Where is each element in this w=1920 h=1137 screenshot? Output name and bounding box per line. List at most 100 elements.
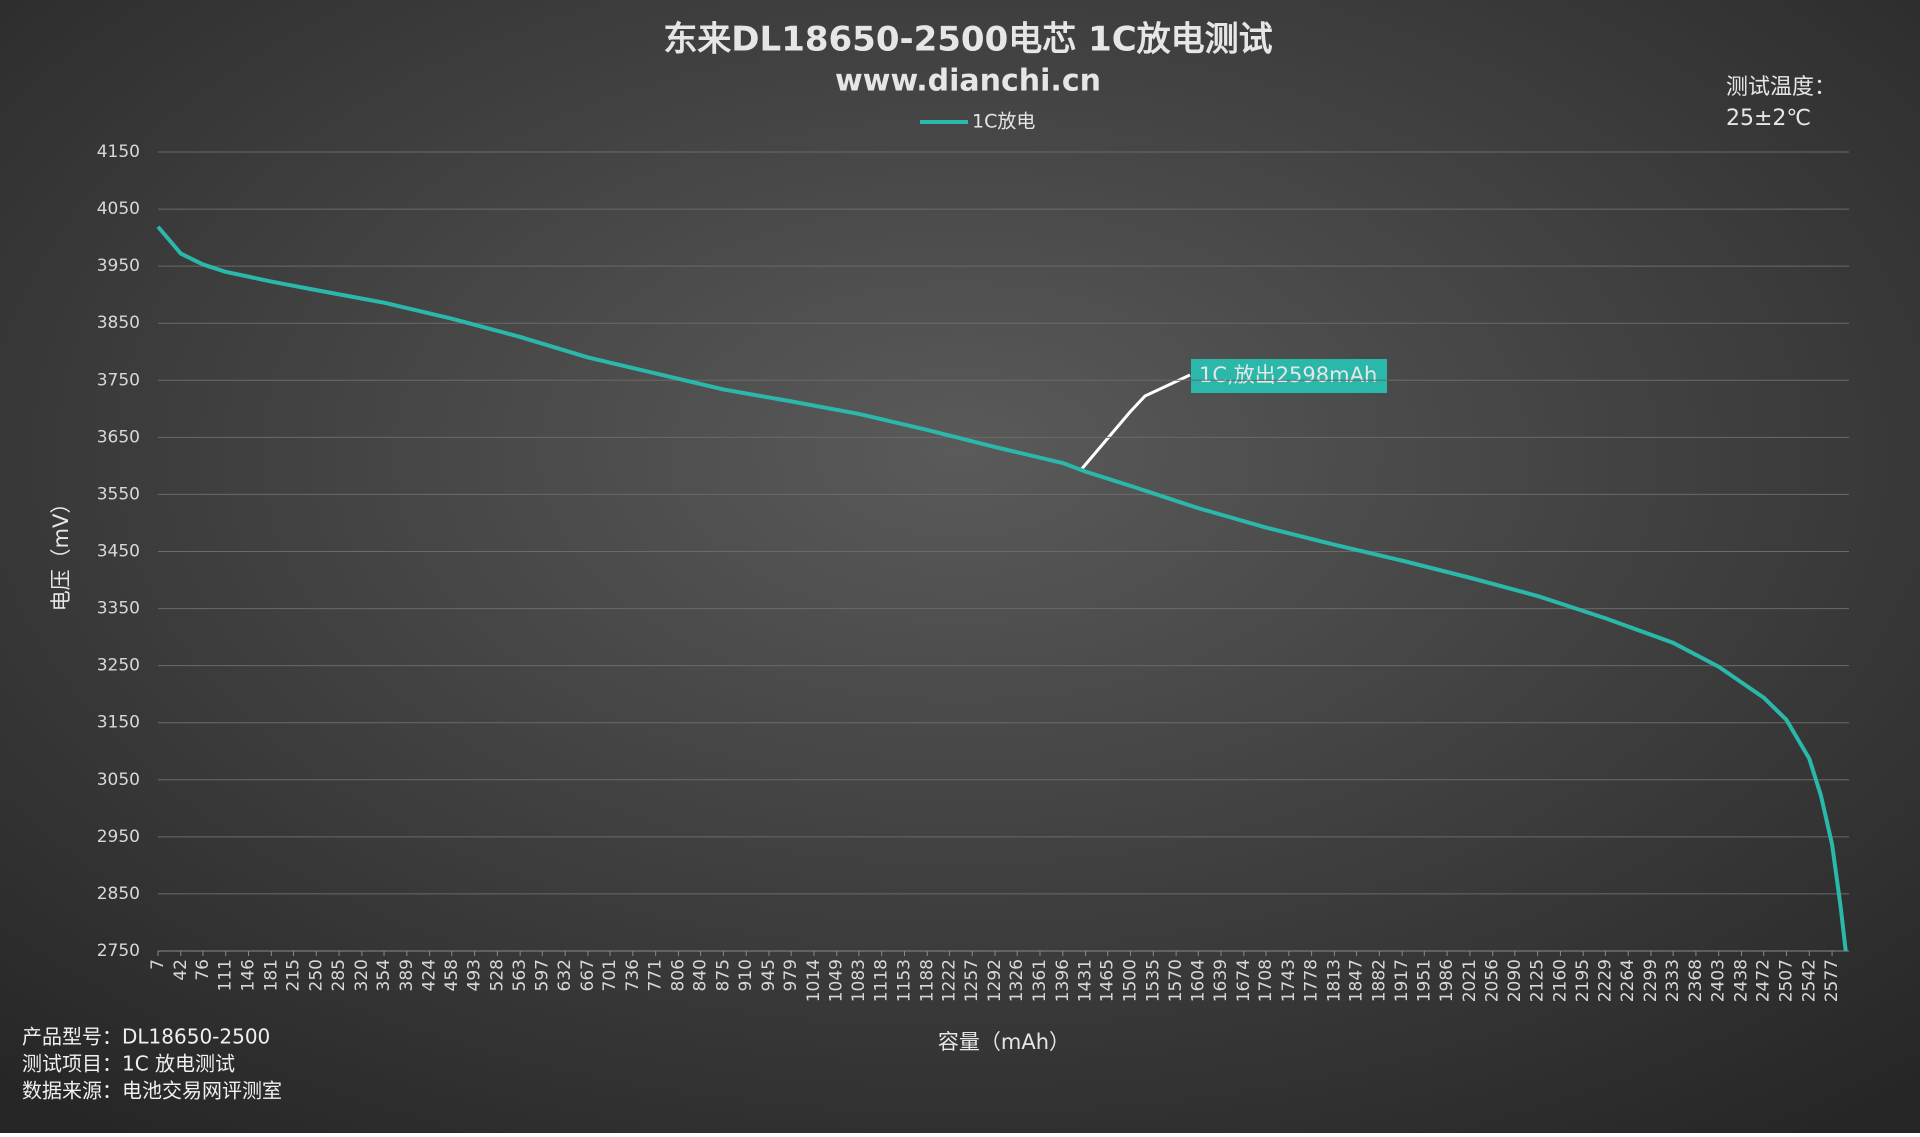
x-tick-label: 1882	[1369, 959, 1389, 1002]
y-tick-label: 2750	[97, 941, 140, 961]
x-tick-label: 1708	[1256, 959, 1276, 1002]
chart-title: 东来DL18650-2500电芯 1C放电测试	[663, 20, 1272, 60]
y-tick-label: 3650	[97, 427, 140, 447]
x-tick-label: 1570	[1166, 959, 1186, 1002]
x-tick-label: 285	[329, 959, 349, 991]
x-tick-label: 2056	[1483, 959, 1503, 1002]
x-tick-label: 424	[420, 959, 440, 991]
x-tick-label: 1049	[827, 959, 847, 1002]
x-tick-label: 1604	[1188, 959, 1208, 1002]
x-tick-label: 2160	[1550, 959, 1570, 1002]
x-tick-label: 2403	[1709, 959, 1729, 1002]
x-tick-label: 2299	[1641, 959, 1661, 1002]
x-tick-label: 111	[216, 959, 236, 991]
y-tick-label: 2850	[97, 884, 140, 904]
x-tick-label: 2090	[1505, 959, 1525, 1002]
x-tick-label: 458	[442, 959, 462, 991]
x-tick-label: 2195	[1573, 959, 1593, 1002]
x-tick-label: 1118	[872, 959, 892, 1002]
y-tick-label: 3150	[97, 713, 140, 733]
x-tick-label: 1257	[962, 959, 982, 1002]
x-tick-label: 1743	[1279, 959, 1299, 1002]
x-tick-label: 146	[239, 959, 259, 991]
x-tick-label: 1500	[1121, 959, 1141, 1002]
x-tick-label: 2438	[1732, 959, 1752, 1002]
x-tick-label: 1396	[1053, 959, 1073, 1002]
x-tick-label: 1083	[849, 959, 869, 1002]
x-tick-label: 1917	[1392, 959, 1412, 1002]
x-tick-label: 2229	[1595, 959, 1615, 1002]
x-tick-label: 1153	[894, 959, 914, 1002]
x-tick-label: 1188	[917, 959, 937, 1002]
x-tick-label: 528	[487, 959, 507, 991]
x-tick-label: 250	[306, 959, 326, 991]
x-tick-label: 2577	[1822, 959, 1842, 1002]
y-tick-label: 3450	[97, 542, 140, 562]
y-tick-label: 3950	[97, 256, 140, 276]
annotation-box	[1191, 359, 1387, 393]
footer-line: 数据来源：电池交易网评测室	[22, 1079, 282, 1103]
x-tick-label: 667	[578, 959, 598, 991]
annotation-leader	[1078, 373, 1191, 472]
x-tick-label: 2472	[1754, 959, 1774, 1002]
x-tick-label: 2264	[1618, 959, 1638, 1002]
x-tick-label: 806	[668, 959, 688, 991]
x-tick-label: 181	[261, 959, 281, 991]
footer-line: 测试项目：1C 放电测试	[22, 1052, 235, 1076]
x-tick-label: 1778	[1302, 959, 1322, 1002]
y-tick-label: 3550	[97, 484, 140, 504]
temperature-value: 25±2℃	[1726, 106, 1811, 131]
plot-area: 2750 2850 2950 3050 3150 3250 3350 3450 3550 3650…	[97, 111, 1849, 1002]
x-tick-label: 1014	[804, 959, 824, 1002]
y-tick-label: 4150	[97, 142, 140, 162]
x-tick-label: 1951	[1414, 959, 1434, 1002]
x-tick-label: 1222	[939, 959, 959, 1002]
x-tick-label: 2507	[1776, 959, 1796, 1002]
x-tick-label: 1431	[1076, 959, 1096, 1002]
x-tick-label: 1813	[1324, 959, 1344, 1002]
x-tick-label: 910	[736, 959, 756, 991]
x-tick-label: 389	[397, 959, 417, 991]
x-tick-label: 736	[623, 959, 643, 991]
x-tick-label: 1292	[985, 959, 1005, 1002]
x-tick-label: 771	[646, 959, 666, 991]
y-tick-label: 4050	[97, 199, 140, 219]
x-tick-label: 1535	[1143, 959, 1163, 1002]
x-tick-label: 354	[374, 959, 394, 991]
y-tick-label: 3850	[97, 313, 140, 333]
x-tick-label: 2542	[1799, 959, 1819, 1002]
x-tick-label: 945	[759, 959, 779, 991]
y-tick-label: 3350	[97, 599, 140, 619]
x-tick-label: 840	[691, 959, 711, 991]
x-tick-label: 1639	[1211, 959, 1231, 1002]
x-tick-label: 215	[283, 959, 303, 991]
x-tick-label: 2021	[1460, 959, 1480, 1002]
x-tick-label: 701	[600, 959, 620, 991]
y-tick-label: 3750	[97, 370, 140, 390]
footer-line: 产品型号：DL18650-2500	[22, 1025, 270, 1049]
x-tick-label: 563	[510, 959, 530, 991]
annotation-text: 1C,放出2598mAh	[1199, 363, 1377, 387]
y-axis-label: 电压（mV）	[49, 493, 73, 612]
y-tick-label: 2950	[97, 827, 140, 847]
chart-subtitle: www.dianchi.cn	[835, 64, 1101, 99]
x-tick-label: 2125	[1528, 959, 1548, 1002]
data-line	[156, 225, 1848, 952]
x-tick-label: 1674	[1234, 959, 1254, 1002]
x-tick-label: 1465	[1098, 959, 1118, 1002]
x-tick-label: 76	[193, 959, 213, 981]
x-tick-label: 1361	[1030, 959, 1050, 1002]
y-tick-label: 3250	[97, 656, 140, 676]
x-tick-label: 7	[148, 959, 168, 970]
x-axis-label: 容量（mAh）	[938, 1030, 1070, 1054]
x-tick-label: 42	[171, 959, 191, 981]
x-tick-label: 632	[555, 959, 575, 991]
x-tick-label: 1986	[1437, 959, 1457, 1002]
y-tick-label: 3050	[97, 770, 140, 790]
x-tick-label: 875	[713, 959, 733, 991]
x-tick-label: 979	[781, 959, 801, 991]
x-tick-label: 2368	[1686, 959, 1706, 1002]
x-tick-label: 493	[465, 959, 485, 991]
x-tick-label: 1326	[1007, 959, 1027, 1002]
